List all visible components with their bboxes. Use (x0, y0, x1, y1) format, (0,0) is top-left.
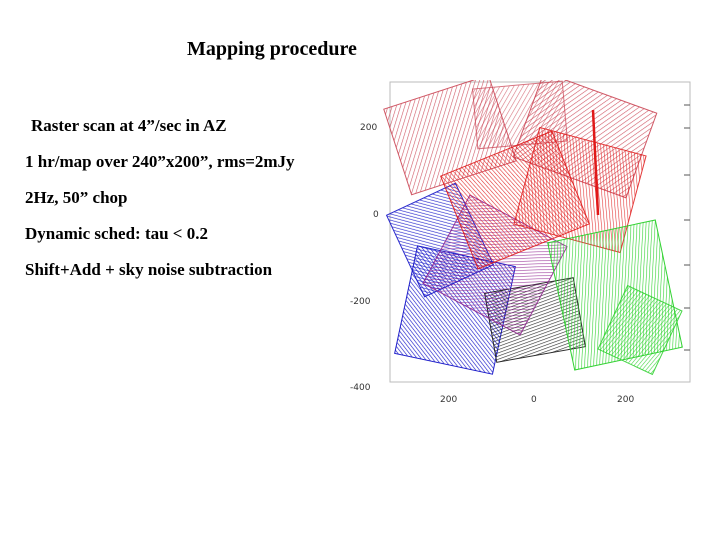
y-tick-label: 0 (373, 210, 379, 220)
slide-title: Mapping procedure (187, 38, 357, 60)
y-tick-label: -400 (350, 383, 371, 393)
right-axis-ticks (684, 104, 690, 351)
scan-tiles (383, 80, 683, 376)
x-tick-label: 200 (440, 395, 457, 405)
bullet-raster-scan: Raster scan at 4”/sec in AZ (31, 116, 227, 135)
y-tick-label: -200 (350, 297, 371, 307)
bullet-chop: 2Hz, 50” chop (25, 188, 128, 207)
y-tick-label: 200 (360, 123, 377, 133)
bullet-map-time: 1 hr/map over 240”x200”, rms=2mJy (25, 152, 295, 171)
scan-map-figure: 200 0 -200 -400 200 0 200 (350, 80, 691, 405)
x-tick-label: 200 (617, 395, 634, 405)
x-tick-label: 0 (531, 395, 537, 405)
scan-tile-green-2 (597, 284, 683, 376)
bullet-dynamic-sched: Dynamic sched: tau < 0.2 (25, 224, 208, 243)
bullet-shift-add: Shift+Add + sky noise subtraction (25, 260, 273, 279)
scan-marker-red (591, 109, 600, 216)
